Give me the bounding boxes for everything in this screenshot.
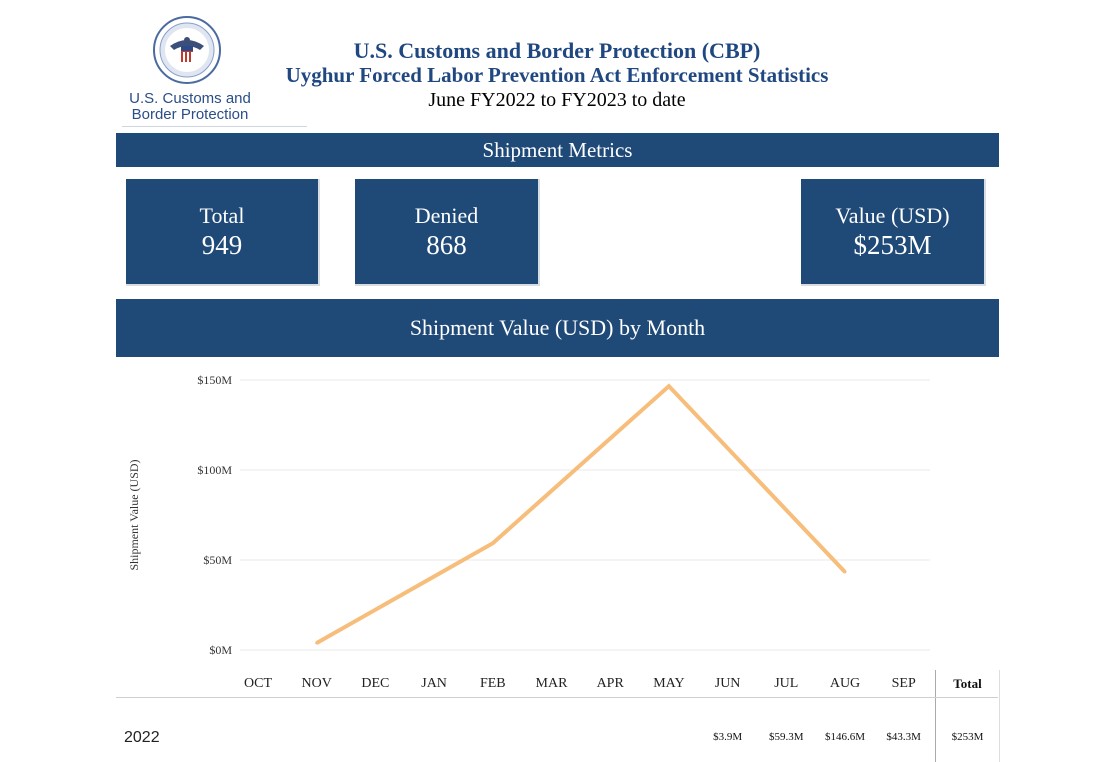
row-year-label: 2022 <box>124 729 160 746</box>
agency-name: U.S. Customs and Border Protection <box>120 91 260 123</box>
month-header-dec: DEC <box>361 676 390 691</box>
y-tick-label: $100M <box>197 463 232 477</box>
month-header-feb: FEB <box>479 676 506 691</box>
month-header-oct: OCT <box>244 676 272 691</box>
data-point[interactable] <box>667 384 671 388</box>
month-header-jun: JUN <box>714 676 741 691</box>
month-value-cell: $59.3M <box>769 731 804 743</box>
data-point[interactable] <box>315 641 319 645</box>
month-value-cell: $3.9M <box>713 731 743 743</box>
month-header-row: OCT NOV DEC JAN FEB MAR APR MAY JUN JUL AUG SEP <box>230 670 930 698</box>
metric-value: 949 <box>201 230 243 260</box>
metric-card-value: Value (USD) $253M <box>801 179 986 286</box>
month-header-mar: MAR <box>535 676 568 691</box>
data-point[interactable] <box>491 541 495 545</box>
cbp-seal-logo <box>150 16 225 88</box>
shipment-value-line-chart: $0M $50M $100M $150M Shipment Value (USD) <box>127 373 930 657</box>
metric-label: Value (USD) <box>835 203 950 228</box>
page-title: U.S. Customs and Border Protection (CBP) <box>353 38 761 63</box>
metric-card-total: Total 949 <box>126 179 320 286</box>
total-value: $253M <box>951 731 984 743</box>
month-header-sep: SEP <box>891 676 916 691</box>
total-column-header: Total <box>935 670 1000 698</box>
metric-card-denied: Denied 868 <box>355 179 540 286</box>
shipment-metrics-header: Shipment Metrics <box>116 133 999 167</box>
metric-label: Total <box>199 203 245 228</box>
agency-name-line2: Border Protection <box>131 106 249 123</box>
table-row <box>116 698 935 762</box>
month-header-jul: JUL <box>774 676 799 691</box>
y-tick-label: $0M <box>209 643 232 657</box>
month-header-apr: APR <box>596 676 624 691</box>
month-header-aug: AUG <box>829 676 861 691</box>
month-header-jan: JAN <box>421 676 447 691</box>
table-header-divider <box>116 697 998 698</box>
series-line <box>315 383 847 645</box>
chart-title: Shipment Value (USD) by Month <box>116 299 999 357</box>
metric-value: 868 <box>426 230 467 260</box>
metric-value: $253M <box>853 230 932 260</box>
month-value-cell: $43.3M <box>886 731 921 743</box>
agency-name-line1: U.S. Customs and <box>129 90 251 107</box>
page-subtitle: Uyghur Forced Labor Prevention Act Enfor… <box>285 63 829 87</box>
total-cell: $253M <box>935 698 1000 762</box>
agency-divider <box>122 126 307 127</box>
month-value-cell: $146.6M <box>824 731 866 743</box>
y-axis-label: Shipment Value (USD) <box>127 459 141 570</box>
y-tick-label: $50M <box>203 553 232 567</box>
y-tick-label: $150M <box>197 373 232 387</box>
metric-label: Denied <box>414 203 479 228</box>
date-range: June FY2022 to FY2023 to date <box>428 89 686 111</box>
month-header-nov: NOV <box>301 676 332 691</box>
data-point[interactable] <box>843 570 847 574</box>
month-header-may: MAY <box>653 676 685 691</box>
